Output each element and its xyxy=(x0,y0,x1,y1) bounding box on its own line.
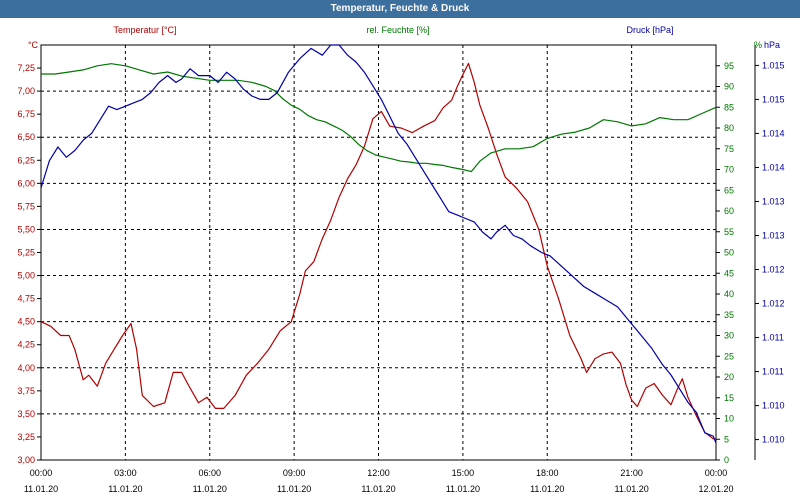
right-axis-ticks: 1.010 1.010 1.011 1.011 1.012 1.012 1.013 1.013… xyxy=(754,45,785,460)
pressure-tick-label: 1.010 xyxy=(762,401,785,411)
legend-temperature: Temperatur [°C] xyxy=(113,25,176,35)
x-tick-time: 21:00 xyxy=(620,468,643,478)
pressure-tick-label: 1.013 xyxy=(762,196,785,206)
x-tick-time: 03:00 xyxy=(114,468,137,478)
left-tick-label: 4,00 xyxy=(17,363,35,373)
left-tick-label: 5,00 xyxy=(17,271,35,281)
left-tick-label: 3,75 xyxy=(17,386,35,396)
humidity-tick-label: 90 xyxy=(724,82,734,92)
humidity-tick-label: 70 xyxy=(724,165,734,175)
humidity-tick-label: 95 xyxy=(724,61,734,71)
chart-canvas: 3,00 3,25 3,50 3,75 4,00 4,25 4,50 4,75 5,00 5,25… xyxy=(17,25,785,494)
x-tick-date: 11.01.20 xyxy=(614,484,648,494)
x-tick-date: 11.01.20 xyxy=(108,484,142,494)
x-tick-time: 18:00 xyxy=(536,468,559,478)
humidity-tick-label: 60 xyxy=(724,206,734,216)
humidity-tick-label: 30 xyxy=(724,331,734,341)
left-axis-unit: °C xyxy=(28,40,39,50)
left-tick-label: 3,25 xyxy=(17,432,35,442)
left-tick-label: 7,25 xyxy=(17,63,35,73)
left-tick-label: 6,50 xyxy=(17,132,35,142)
humidity-axis-ticks: 0 5 10 15 20 25 30 35 40 45 50 55 60 65 70 75 80 85 90 95 xyxy=(716,61,734,465)
pressure-tick-label: 1.013 xyxy=(762,230,785,240)
series-lines xyxy=(40,44,717,444)
x-tick-date: 11.01.20 xyxy=(361,484,395,494)
x-tick-time: 00:00 xyxy=(30,468,53,478)
left-tick-label: 6,75 xyxy=(17,109,35,119)
pressure-tick-label: 1.012 xyxy=(762,265,785,275)
x-tick-date: 11.01.20 xyxy=(530,484,564,494)
x-tick-date: 11.01.20 xyxy=(277,484,311,494)
humidity-tick-label: 55 xyxy=(724,227,734,237)
grid xyxy=(40,44,717,461)
humidity-tick-label: 80 xyxy=(724,123,734,133)
x-axis-ticks: 00:00 11.01.20 03:00 11.01.20 06:00 11.01.20 0… xyxy=(24,468,734,494)
humidity-tick-label: 5 xyxy=(724,434,729,444)
pressure-tick-label: 1.011 xyxy=(762,367,784,377)
x-tick-time: 00:00 xyxy=(705,468,728,478)
left-tick-label: 4,25 xyxy=(17,340,35,350)
left-tick-label: 4,50 xyxy=(17,317,35,327)
humidity-tick-label: 25 xyxy=(724,351,734,361)
humidity-tick-label: 50 xyxy=(724,248,734,258)
left-tick-label: 6,25 xyxy=(17,155,35,165)
x-tick-date: 11.01.20 xyxy=(193,484,227,494)
right-axis-unit: hPa xyxy=(764,40,780,50)
pressure-tick-label: 1.014 xyxy=(762,128,785,138)
x-tick-date: 11.01.20 xyxy=(446,484,480,494)
humidity-tick-label: 40 xyxy=(724,289,734,299)
x-tick-date: 12.01.20 xyxy=(698,484,733,494)
left-tick-label: 3,00 xyxy=(17,455,35,465)
left-tick-label: 5,50 xyxy=(17,224,35,234)
humidity-axis-unit: % xyxy=(754,40,762,50)
pressure-tick-label: 1.015 xyxy=(762,94,785,104)
humidity-tick-label: 65 xyxy=(724,185,734,195)
x-tick-date: 11.01.20 xyxy=(24,484,58,494)
left-tick-label: 6,00 xyxy=(17,178,35,188)
pressure-tick-label: 1.010 xyxy=(762,435,785,445)
left-tick-label: 4,75 xyxy=(17,294,35,304)
left-axis-ticks: 3,00 3,25 3,50 3,75 4,00 4,25 4,50 4,75 5,00 5,25… xyxy=(17,63,41,465)
pressure-tick-label: 1.012 xyxy=(762,299,785,309)
pressure-tick-label: 1.011 xyxy=(762,333,784,343)
left-tick-label: 3,50 xyxy=(17,409,35,419)
left-tick-label: 5,25 xyxy=(17,248,35,258)
pressure-tick-label: 1.015 xyxy=(762,60,785,70)
left-tick-label: 7,00 xyxy=(17,86,35,96)
humidity-tick-label: 20 xyxy=(724,372,734,382)
humidity-tick-label: 10 xyxy=(724,414,734,424)
humidity-tick-label: 0 xyxy=(724,455,729,465)
legend-humidity: rel. Feuchte [%] xyxy=(366,25,429,35)
humidity-line xyxy=(41,63,717,173)
humidity-tick-label: 45 xyxy=(724,268,734,278)
left-tick-label: 5,75 xyxy=(17,201,35,211)
humidity-tick-label: 35 xyxy=(724,310,734,320)
x-tick-time: 09:00 xyxy=(283,468,306,478)
x-tick-time: 15:00 xyxy=(452,468,475,478)
window-title: Temperatur, Feuchte & Druck xyxy=(0,0,800,18)
legend-pressure: Druck [hPa] xyxy=(626,25,673,35)
pressure-tick-label: 1.014 xyxy=(762,162,785,172)
humidity-tick-label: 85 xyxy=(724,102,734,112)
humidity-tick-label: 75 xyxy=(724,144,734,154)
pressure-line xyxy=(40,44,717,444)
humidity-tick-label: 15 xyxy=(724,393,734,403)
x-tick-time: 12:00 xyxy=(367,468,390,478)
temperature-line xyxy=(40,62,716,440)
x-tick-time: 06:00 xyxy=(198,468,221,478)
